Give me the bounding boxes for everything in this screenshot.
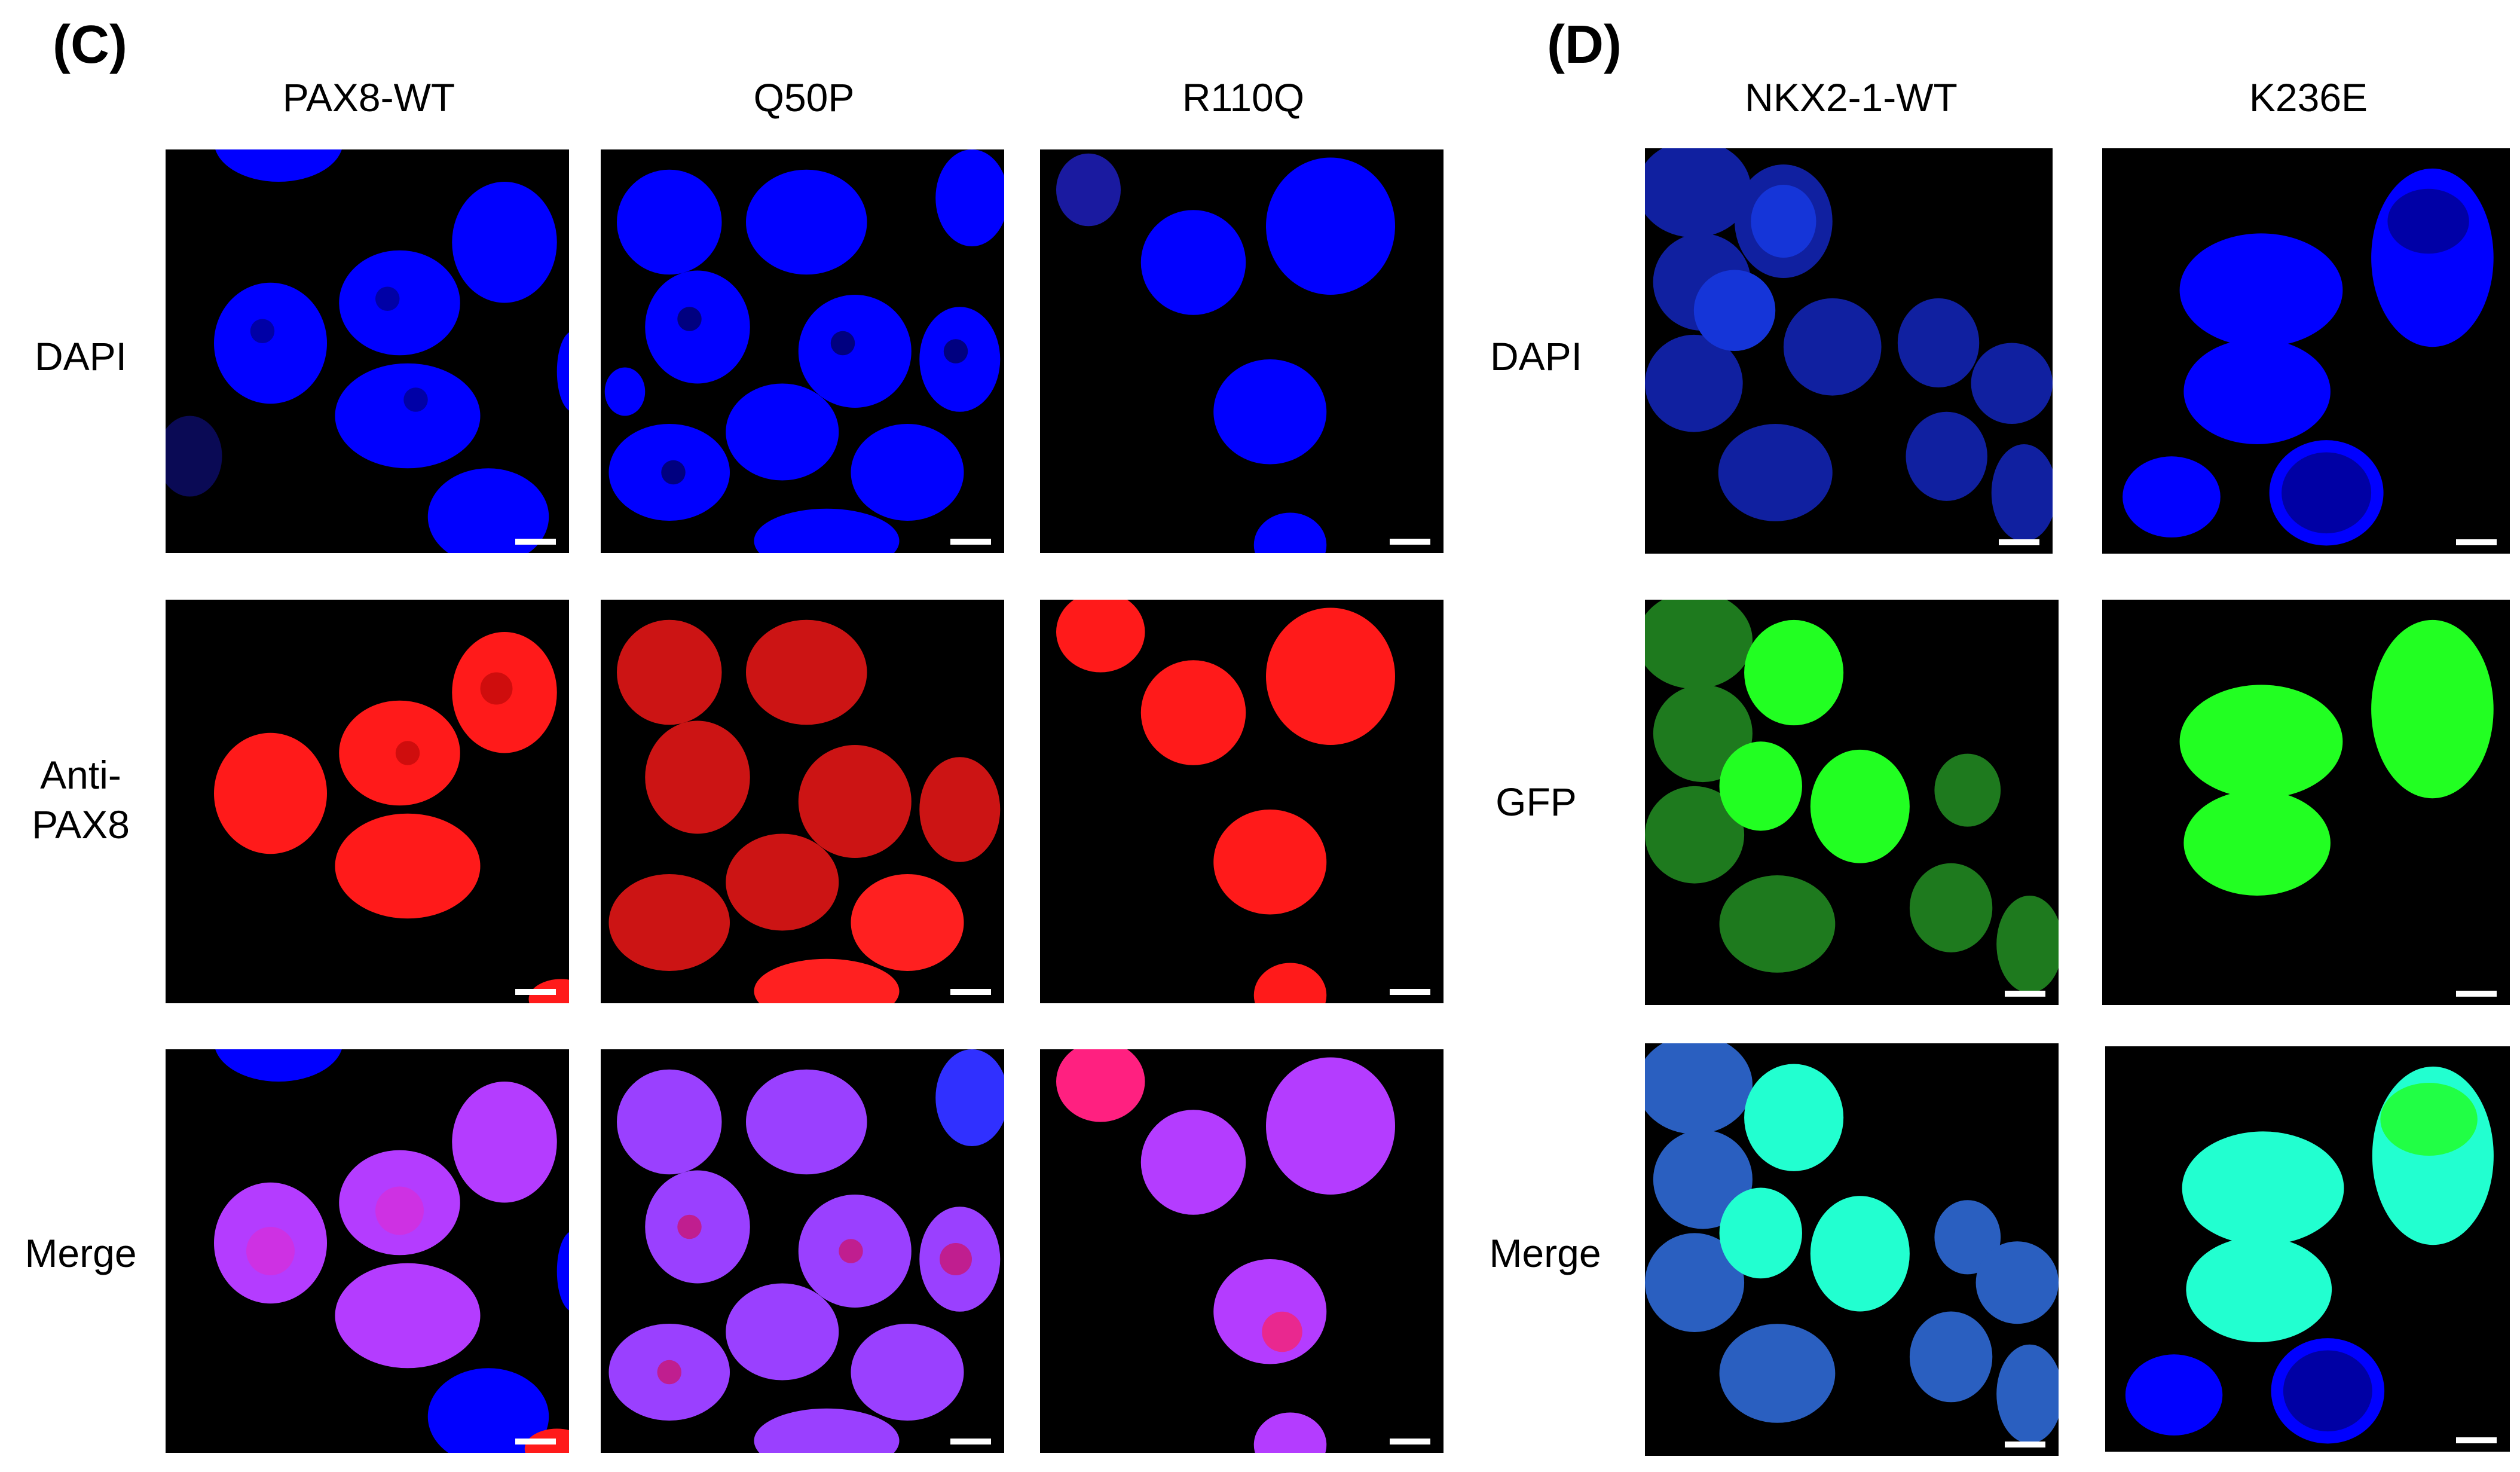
column-header-k236e: K236E xyxy=(2249,75,2368,120)
tile-c-dapi-q50p xyxy=(601,149,1004,553)
scale-bar xyxy=(515,539,556,545)
tile-c-dapi-r110q xyxy=(1040,149,1444,553)
row-label-merge-d: Merge xyxy=(1489,1231,1601,1275)
tile-c-merge-pax8-wt xyxy=(166,1049,569,1453)
tile-c-pax8-r110q xyxy=(1040,600,1444,1003)
tile-c-dapi-pax8-wt xyxy=(166,149,569,553)
tile-c-merge-q50p xyxy=(601,1049,1004,1453)
row-label-anti-pax8: Anti- PAX8 xyxy=(32,753,130,847)
scale-bar xyxy=(950,539,991,545)
scale-bar xyxy=(1390,989,1430,995)
tile-c-pax8-pax8-wt xyxy=(166,600,569,1003)
panel-label-d: (D) xyxy=(1547,15,1622,75)
tile-c-pax8-q50p xyxy=(601,600,1004,1003)
tile-d-merge-nkx2-1-wt xyxy=(1645,1043,2059,1456)
scale-bar xyxy=(2456,539,2497,545)
tile-c-merge-r110q xyxy=(1040,1049,1444,1453)
scale-bar xyxy=(515,1439,556,1444)
scale-bar xyxy=(1390,1439,1430,1444)
tile-d-gfp-k236e xyxy=(2102,600,2510,1005)
scale-bar xyxy=(2456,991,2497,997)
scale-bar xyxy=(1390,539,1430,545)
scale-bar xyxy=(950,989,991,995)
tile-d-dapi-k236e xyxy=(2102,148,2510,554)
row-label-gfp: GFP xyxy=(1496,780,1577,824)
scale-bar xyxy=(2005,1442,2045,1447)
column-header-r110q: R110Q xyxy=(1182,75,1305,120)
panel-label-c: (C) xyxy=(53,15,127,75)
tile-d-merge-k236e xyxy=(2105,1046,2510,1452)
row-label-merge-c: Merge xyxy=(25,1231,137,1275)
scale-bar xyxy=(950,1439,991,1444)
scale-bar xyxy=(2456,1437,2497,1443)
column-header-nkx2-1-wt: NKX2-1-WT xyxy=(1745,75,1958,120)
tile-d-dapi-nkx2-1-wt xyxy=(1645,148,2053,554)
scale-bar xyxy=(515,989,556,995)
tile-d-gfp-nkx2-1-wt xyxy=(1645,600,2059,1005)
scale-bar xyxy=(1999,539,2039,545)
row-label-dapi-c: DAPI xyxy=(34,334,127,378)
row-label-dapi-d: DAPI xyxy=(1490,334,1583,378)
column-header-q50p: Q50P xyxy=(753,75,855,120)
column-header-pax8-wt: PAX8-WT xyxy=(282,75,455,120)
scale-bar xyxy=(2005,991,2045,997)
